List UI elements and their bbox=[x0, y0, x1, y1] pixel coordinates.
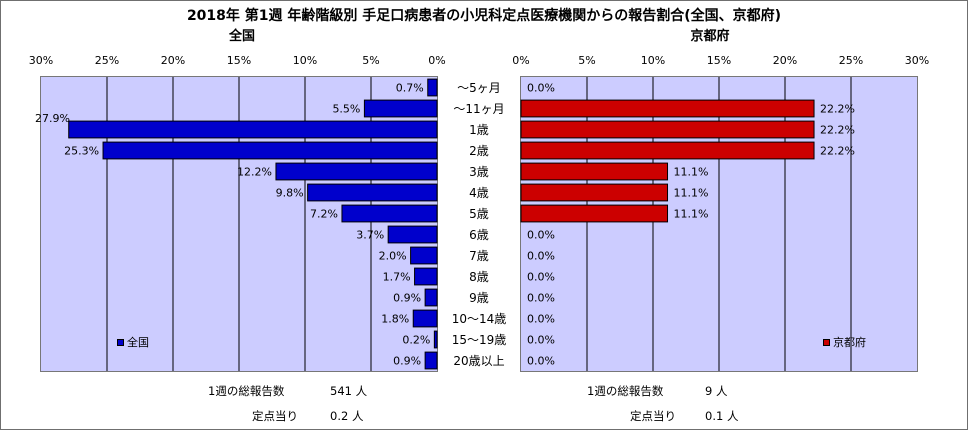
national-bar bbox=[387, 225, 438, 244]
kyoto-data-label: 0.0% bbox=[527, 313, 555, 326]
national-bar bbox=[433, 330, 438, 349]
category-label: 7歳 bbox=[469, 249, 489, 263]
kyoto-data-label: 11.1% bbox=[674, 187, 709, 200]
national-bar bbox=[410, 246, 438, 265]
national-bar bbox=[102, 141, 438, 160]
category-label: 10～14歳 bbox=[452, 312, 507, 326]
national-bar bbox=[275, 162, 438, 181]
kyoto-data-label: 0.0% bbox=[527, 82, 555, 95]
kyoto-tick-label: 10% bbox=[641, 54, 665, 67]
category-label: ～5ヶ月 bbox=[457, 81, 501, 95]
kyoto-data-label: 0.0% bbox=[527, 271, 555, 284]
kyoto-bar bbox=[520, 183, 669, 202]
kyoto-per-site-label: 定点当り bbox=[630, 409, 676, 423]
category-label: 6歳 bbox=[469, 228, 489, 242]
national-bar bbox=[424, 351, 438, 370]
kyoto-legend-swatch bbox=[823, 338, 830, 346]
national-tick-label: 10% bbox=[293, 54, 317, 67]
kyoto-bar bbox=[520, 204, 669, 223]
kyoto-bar bbox=[520, 141, 815, 160]
national-data-label: 0.2% bbox=[402, 334, 430, 347]
national-tick-label: 20% bbox=[161, 54, 185, 67]
kyoto-tick-label: 30% bbox=[905, 54, 929, 67]
kyoto-bar bbox=[520, 162, 669, 181]
national-bar bbox=[414, 267, 438, 286]
national-bar bbox=[307, 183, 438, 202]
kyoto-tick-label: 20% bbox=[773, 54, 797, 67]
kyoto-data-label: 0.0% bbox=[527, 292, 555, 305]
kyoto-per-site-value: 0.1 人 bbox=[705, 409, 739, 423]
national-data-label: 5.5% bbox=[332, 103, 360, 116]
kyoto-total-value: 9 人 bbox=[705, 384, 728, 398]
kyoto-legend-label: 京都府 bbox=[833, 336, 866, 349]
national-data-label: 1.8% bbox=[381, 313, 409, 326]
category-label: 4歳 bbox=[469, 186, 489, 200]
kyoto-data-label: 0.0% bbox=[527, 334, 555, 347]
kyoto-data-label: 11.1% bbox=[674, 208, 709, 221]
national-bar bbox=[363, 99, 438, 118]
national-data-label: 25.3% bbox=[64, 145, 99, 158]
kyoto-legend: 京都府 bbox=[823, 334, 866, 350]
kyoto-data-label: 22.2% bbox=[820, 145, 855, 158]
national-legend-label: 全国 bbox=[127, 336, 149, 349]
national-tick-label: 25% bbox=[95, 54, 119, 67]
kyoto-data-label: 0.0% bbox=[527, 250, 555, 263]
national-data-label: 0.7% bbox=[396, 82, 424, 95]
kyoto-tick-label: 25% bbox=[839, 54, 863, 67]
category-label: 5歳 bbox=[469, 207, 489, 221]
national-bar bbox=[424, 288, 438, 307]
national-bar bbox=[412, 309, 438, 328]
national-data-label: 1.7% bbox=[383, 271, 411, 284]
kyoto-bar bbox=[520, 99, 815, 118]
kyoto-data-label: 11.1% bbox=[674, 166, 709, 179]
kyoto-chart-title: 京都府 bbox=[690, 29, 730, 44]
national-legend-swatch bbox=[117, 338, 124, 346]
category-label: 8歳 bbox=[469, 270, 489, 284]
category-label: 20歳以上 bbox=[453, 354, 504, 368]
category-label: 15～19歳 bbox=[452, 333, 507, 347]
national-per-site-label: 定点当り bbox=[252, 409, 298, 423]
category-label: 2歳 bbox=[469, 144, 489, 158]
national-data-label: 12.2% bbox=[237, 166, 272, 179]
national-bar bbox=[427, 78, 438, 97]
category-label: 1歳 bbox=[469, 123, 489, 137]
kyoto-tick-label: 5% bbox=[578, 54, 595, 67]
national-data-label: 9.8% bbox=[276, 187, 304, 200]
kyoto-data-label: 22.2% bbox=[820, 103, 855, 116]
kyoto-bar bbox=[520, 120, 815, 139]
national-tick-label: 0% bbox=[428, 54, 445, 67]
national-tick-label: 30% bbox=[29, 54, 53, 67]
kyoto-data-label: 22.2% bbox=[820, 124, 855, 137]
national-legend: 全国 bbox=[117, 334, 149, 350]
kyoto-total-label: 1週の総報告数 bbox=[587, 384, 664, 398]
national-tick-label: 5% bbox=[362, 54, 379, 67]
national-data-label: 0.9% bbox=[393, 355, 421, 368]
kyoto-data-label: 0.0% bbox=[527, 229, 555, 242]
national-chart-title: 全国 bbox=[228, 29, 255, 44]
national-bar bbox=[68, 120, 438, 139]
category-label: ～11ヶ月 bbox=[453, 102, 504, 116]
national-data-label: 2.0% bbox=[379, 250, 407, 263]
national-bar bbox=[341, 204, 438, 223]
kyoto-tick-label: 0% bbox=[512, 54, 529, 67]
national-total-label: 1週の総報告数 bbox=[208, 384, 285, 398]
kyoto-tick-label: 15% bbox=[707, 54, 731, 67]
national-data-label: 3.7% bbox=[356, 229, 384, 242]
national-data-label: 0.9% bbox=[393, 292, 421, 305]
national-total-value: 541 人 bbox=[330, 384, 368, 398]
national-data-label: 7.2% bbox=[310, 208, 338, 221]
national-data-label: 27.9% bbox=[35, 112, 70, 125]
kyoto-data-label: 0.0% bbox=[527, 355, 555, 368]
category-label: 9歳 bbox=[469, 291, 489, 305]
chart-title: 2018年 第1週 年齢階級別 手足口病患者の小児科定点医療機関からの報告割合(… bbox=[186, 8, 782, 24]
national-per-site-value: 0.2 人 bbox=[330, 409, 364, 423]
national-tick-label: 15% bbox=[227, 54, 251, 67]
category-label: 3歳 bbox=[469, 165, 489, 179]
